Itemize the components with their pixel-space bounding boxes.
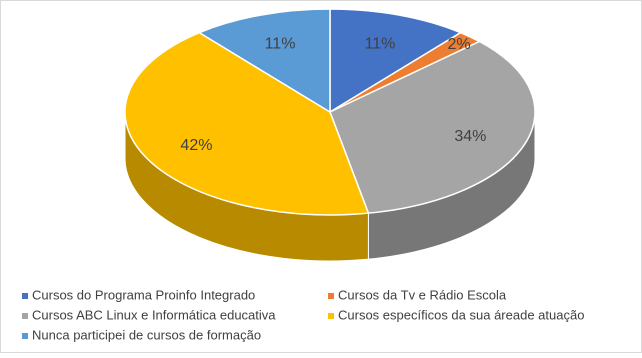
legend-label: Cursos específicos da sua áreade atuação xyxy=(338,307,584,322)
slice xyxy=(197,8,331,114)
legend-label: Cursos da Tv e Rádio Escola xyxy=(338,287,507,302)
legend-swatch xyxy=(328,293,334,299)
slice xyxy=(329,40,536,214)
data-label: 34% xyxy=(454,128,486,145)
legend-swatch xyxy=(22,293,28,299)
data-label: 2% xyxy=(448,36,471,53)
legend-label: Nunca participei de cursos de formação xyxy=(32,327,261,342)
legend-swatch xyxy=(22,313,28,319)
slice xyxy=(329,8,463,114)
data-label: 11% xyxy=(365,35,396,52)
legend-label: Cursos do Programa Proinfo Integrado xyxy=(32,287,255,302)
legend-swatch xyxy=(328,313,334,319)
data-label: 11% xyxy=(265,35,296,52)
data-label: 42% xyxy=(180,137,212,154)
slice xyxy=(124,31,370,216)
legend-swatch xyxy=(22,333,28,339)
legend-label: Cursos ABC Linux e Informática educativa xyxy=(32,307,276,322)
